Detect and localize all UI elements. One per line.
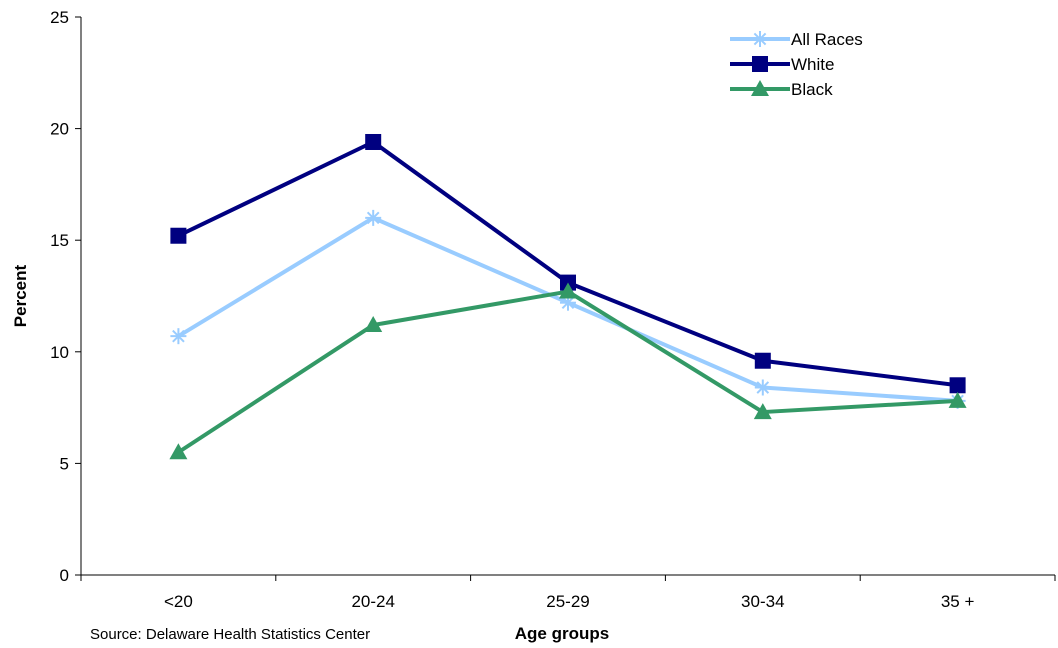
data-point-black bbox=[169, 443, 188, 460]
series-white bbox=[170, 133, 966, 394]
series-all-races bbox=[170, 209, 966, 409]
legend-label-white: White bbox=[791, 55, 834, 74]
data-point-black bbox=[364, 316, 383, 333]
data-point-white bbox=[754, 352, 771, 369]
y-tick-label: 20 bbox=[50, 120, 69, 139]
legend-label-all-races: All Races bbox=[791, 30, 863, 49]
y-tick-label: 10 bbox=[50, 343, 69, 362]
x-tick-label: <20 bbox=[164, 592, 193, 611]
source-note: Source: Delaware Health Statistics Cente… bbox=[90, 626, 370, 643]
series-layer bbox=[169, 133, 967, 460]
y-tick-label: 5 bbox=[60, 454, 69, 473]
y-tick-label: 15 bbox=[50, 231, 69, 250]
legend-marker-black bbox=[751, 80, 769, 96]
legend: All Races White Black bbox=[730, 30, 863, 99]
legend-label-black: Black bbox=[791, 80, 833, 99]
data-point-white bbox=[170, 227, 187, 244]
axes: 0 5 10 15 20 25 <20 20-24 25-29 30-34 35 + bbox=[50, 8, 1056, 611]
data-point-black bbox=[559, 282, 577, 299]
y-tick-label: 0 bbox=[60, 566, 69, 585]
data-point-white bbox=[365, 133, 382, 150]
x-axis-title: Age groups bbox=[515, 624, 609, 643]
legend-marker-all-races bbox=[752, 31, 768, 47]
data-point-all-races bbox=[365, 209, 382, 226]
y-tick-label: 25 bbox=[50, 8, 69, 27]
x-tick-label: 20-24 bbox=[351, 592, 394, 611]
legend-marker-white bbox=[752, 56, 768, 72]
data-point-all-races bbox=[170, 328, 187, 345]
x-tick-label: 35 + bbox=[941, 592, 975, 611]
x-tick-label: 25-29 bbox=[546, 592, 589, 611]
series-black bbox=[169, 282, 967, 460]
y-axis-title: Percent bbox=[11, 264, 30, 327]
legend-item-black: Black bbox=[730, 80, 833, 99]
legend-item-white: White bbox=[730, 55, 834, 74]
data-point-white bbox=[949, 377, 966, 394]
data-point-all-races bbox=[754, 379, 771, 396]
x-tick-label: 30-34 bbox=[741, 592, 784, 611]
legend-item-all-races: All Races bbox=[730, 30, 863, 49]
data-point-black bbox=[753, 403, 772, 420]
data-point-black bbox=[948, 391, 967, 408]
